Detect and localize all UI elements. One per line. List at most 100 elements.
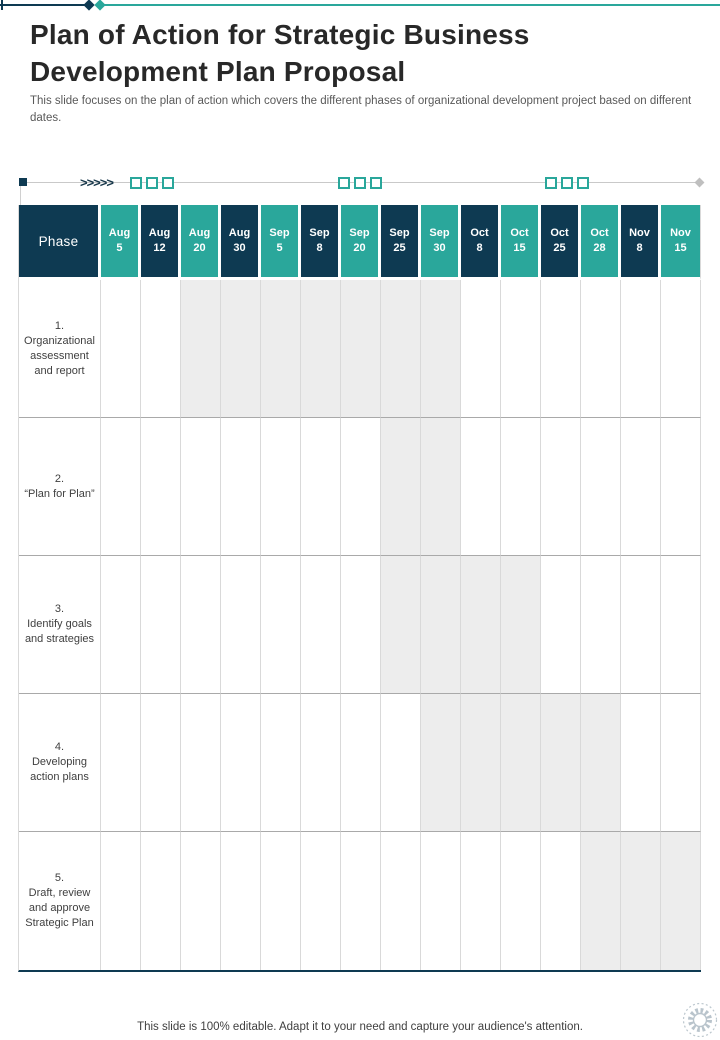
grid-cell: [461, 280, 501, 418]
grid-cell: [221, 694, 261, 832]
grid-cell: [101, 832, 141, 970]
gantt-bar-cell: [421, 418, 461, 556]
grid-cell: [341, 832, 381, 970]
grid-cell: [381, 832, 421, 970]
gantt-bar-cell: [381, 280, 421, 418]
grid-cell: [301, 832, 341, 970]
grid-cell: [541, 556, 581, 694]
gantt-bar-cell: [421, 694, 461, 832]
gantt-bar-cell: [581, 694, 621, 832]
grid-cell: [341, 556, 381, 694]
grid-cell: [661, 418, 701, 556]
gantt-bar-cell: [621, 832, 661, 970]
timeline-square-icon: [338, 177, 350, 189]
timeline-square-icon: [561, 177, 573, 189]
gantt-bar-cell: [181, 280, 221, 418]
grid-cell: [141, 694, 181, 832]
grid-cell: [421, 832, 461, 970]
gantt-bar-cell: [461, 694, 501, 832]
gantt-bar-cell: [581, 832, 621, 970]
gantt-bar-cell: [461, 556, 501, 694]
grid-cell: [141, 418, 181, 556]
grid-cell: [181, 832, 221, 970]
gantt-bar-cell: [501, 556, 541, 694]
phase-label-cell: 3. Identify goals and strategies: [19, 556, 101, 694]
diamond-icon: [83, 0, 95, 11]
page-title-line2: Development Plan Proposal: [30, 56, 406, 87]
timeline-square-icon: [577, 177, 589, 189]
date-header-cell: Sep 30: [421, 205, 461, 280]
grid-cell: [661, 556, 701, 694]
grid-cell: [341, 418, 381, 556]
page-title: Plan of Action for Strategic Business De…: [30, 16, 670, 90]
date-header-cell: Oct 25: [541, 205, 581, 280]
timeline-square-icon: [162, 177, 174, 189]
phase-label-cell: 1. Organizational assessment and report: [19, 280, 101, 418]
phase-number: 2.: [54, 472, 65, 485]
phase-header-cell: Phase: [19, 205, 101, 280]
grid-cell: [501, 418, 541, 556]
grid-cell: [541, 418, 581, 556]
grid-cell: [101, 556, 141, 694]
date-header-cell: Oct 8: [461, 205, 501, 280]
timeline-square-icon: [354, 177, 366, 189]
date-header-cell: Sep 25: [381, 205, 421, 280]
grid-cell: [141, 280, 181, 418]
grid-cell: [621, 280, 661, 418]
grid-cell: [501, 832, 541, 970]
grid-cell: [661, 694, 701, 832]
top-accent-line-teal: [103, 4, 720, 6]
phase-number: 5.: [54, 872, 65, 884]
grid-cell: [221, 556, 261, 694]
top-accent-line-dark: [0, 4, 86, 6]
grid-cell: [221, 418, 261, 556]
grid-cell: [101, 418, 141, 556]
grid-cell: [301, 556, 341, 694]
phase-text: Developing action plans: [30, 756, 89, 783]
grid-cell: [301, 694, 341, 832]
gantt-bar-cell: [421, 556, 461, 694]
gantt-bar-cell: [261, 280, 301, 418]
grid-cell: [461, 832, 501, 970]
grid-cell: [581, 556, 621, 694]
gantt-bar-cell: [421, 280, 461, 418]
date-header-cell: Sep 8: [301, 205, 341, 280]
date-header-cell: Sep 5: [261, 205, 301, 280]
grid-cell: [181, 418, 221, 556]
footer-note: This slide is 100% editable. Adapt it to…: [137, 1021, 583, 1033]
grid-cell: [581, 418, 621, 556]
timeline-square-icon: [146, 177, 158, 189]
grid-cell: [621, 694, 661, 832]
date-header-cell: Nov 8: [621, 205, 661, 280]
date-header-cell: Aug 30: [221, 205, 261, 280]
grid-cell: [621, 418, 661, 556]
grid-cell: [221, 832, 261, 970]
grid-cell: [181, 556, 221, 694]
grid-cell: [101, 694, 141, 832]
grid-cell: [341, 694, 381, 832]
phase-text: “Plan for Plan”: [24, 487, 95, 500]
chevrons-icon: >>>>>: [80, 175, 114, 190]
phase-label-cell: 2. “Plan for Plan”: [19, 418, 101, 556]
grid-cell: [101, 280, 141, 418]
grid-cell: [501, 280, 541, 418]
phase-text: Draft, review and approve Strategic Plan: [25, 887, 94, 929]
timeline-square-icon: [370, 177, 382, 189]
date-header-cell: Aug 12: [141, 205, 181, 280]
grid-cell: [581, 280, 621, 418]
timeline-square-icon: [545, 177, 557, 189]
grid-cell: [301, 418, 341, 556]
timeline-square-icon: [130, 177, 142, 189]
grid-cell: [261, 418, 301, 556]
gantt-bar-cell: [341, 280, 381, 418]
grid-cell: [261, 556, 301, 694]
phase-label-cell: 5. Draft, review and approve Strategic Pl…: [19, 832, 101, 970]
date-header-cell: Aug 20: [181, 205, 221, 280]
gantt-table: Phase Aug 5 Aug 12 Aug 20 Aug 30 Sep 5 Sep 8 Se…: [18, 205, 701, 972]
gear-icon: [682, 1002, 718, 1038]
page-subtitle: This slide focuses on the plan of action…: [30, 95, 692, 124]
phase-number: 4.: [54, 741, 65, 753]
gantt-bar-cell: [381, 556, 421, 694]
grid-cell: [181, 694, 221, 832]
phase-number: 1.: [54, 319, 65, 332]
